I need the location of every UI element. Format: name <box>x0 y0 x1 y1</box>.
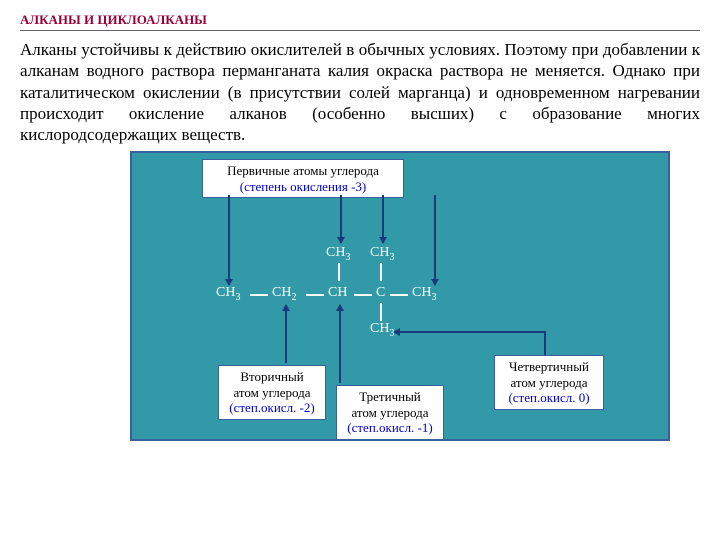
arrow-quaternary-v <box>544 331 546 355</box>
chain-ch: CH <box>328 285 347 301</box>
arrow-quaternary-h <box>394 331 544 333</box>
secondary-line3: (степ.окисл. -2) <box>229 400 314 415</box>
quaternary-box: Четвертичный атом углерода (степ.окисл. … <box>494 355 604 410</box>
bond-v-3 <box>380 303 382 321</box>
tertiary-line2: атом углерода <box>351 405 428 420</box>
chain-ch3-right: CH3 <box>412 285 436 303</box>
arrow-primary-4 <box>434 195 436 285</box>
quaternary-line2: атом углерода <box>510 375 587 390</box>
primary-line1: Первичные атомы углерода <box>227 163 379 178</box>
secondary-line2: атом углерода <box>233 385 310 400</box>
ch3-bottom: CH3 <box>370 321 394 339</box>
quaternary-line1: Четвертичный <box>509 359 589 374</box>
chain-c: C <box>376 285 385 301</box>
secondary-box: Вторичный атом углерода (степ.окисл. -2) <box>218 365 326 420</box>
primary-box: Первичные атомы углерода (степень окисле… <box>202 159 404 198</box>
bond-h-4 <box>390 294 408 296</box>
chain-ch3-left: CH3 <box>216 285 240 303</box>
bond-h-1 <box>250 294 268 296</box>
main-paragraph: Алканы устойчивы к действию окислителей … <box>20 39 700 145</box>
ch3-top-2: CH3 <box>370 245 394 263</box>
arrow-primary-2 <box>340 195 342 243</box>
secondary-line1: Вторичный <box>240 369 303 384</box>
quaternary-line3: (степ.окисл. 0) <box>508 390 589 405</box>
bond-v-1 <box>338 263 340 281</box>
section-title: АЛКАНЫ И ЦИКЛОАЛКАНЫ <box>20 12 700 31</box>
carbon-diagram: Первичные атомы углерода (степень окисле… <box>130 151 670 441</box>
bond-h-2 <box>306 294 324 296</box>
tertiary-line1: Третичный <box>359 389 421 404</box>
bond-h-3 <box>354 294 372 296</box>
arrow-secondary <box>285 305 287 363</box>
chain-ch2: CH2 <box>272 285 296 303</box>
bond-v-2 <box>380 263 382 281</box>
arrow-tertiary <box>339 305 341 383</box>
arrow-primary-1 <box>228 195 230 285</box>
tertiary-line3: (степ.окисл. -1) <box>347 420 432 435</box>
tertiary-box: Третичный атом углерода (степ.окисл. -1) <box>336 385 444 440</box>
arrow-primary-3 <box>382 195 384 243</box>
primary-line2: (степень окисления -3) <box>240 179 367 194</box>
ch3-top-1: CH3 <box>326 245 350 263</box>
